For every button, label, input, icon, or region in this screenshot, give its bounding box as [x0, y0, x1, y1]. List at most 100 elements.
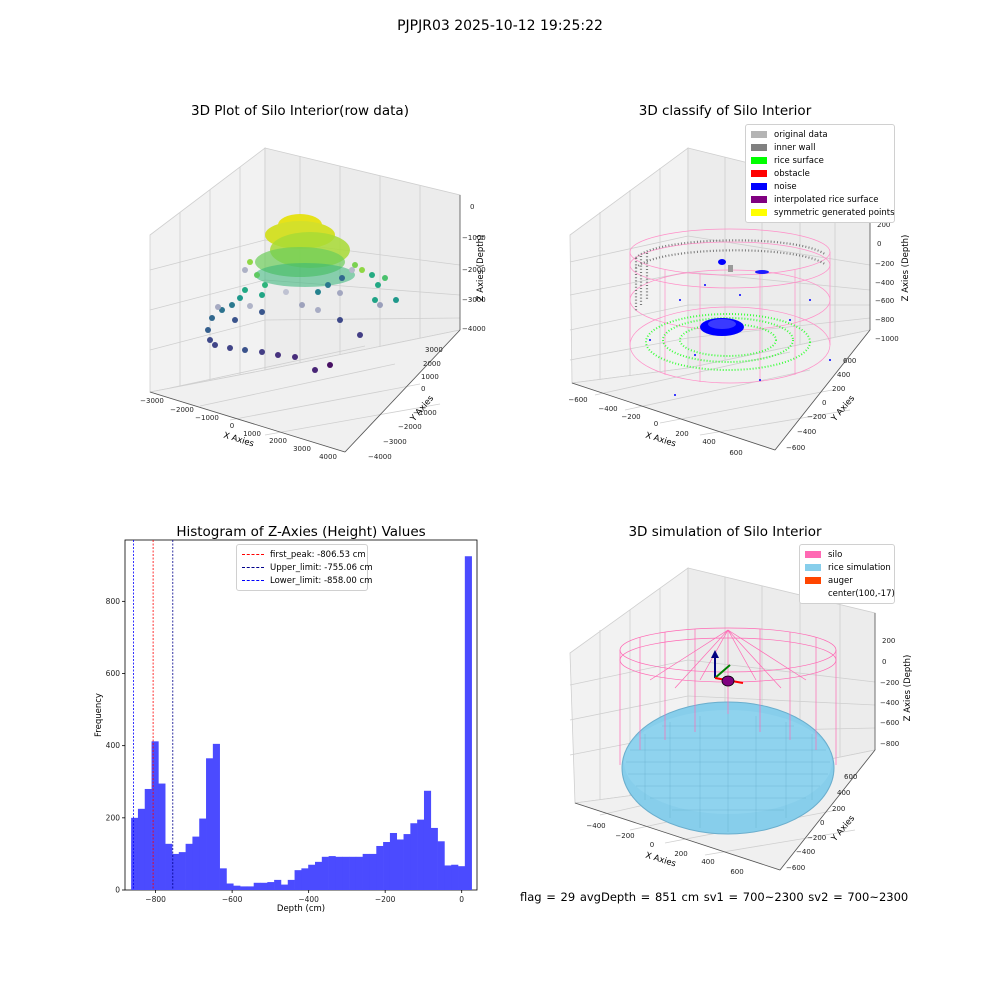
tick-label: 200 [675, 430, 688, 438]
legend-item: inner wall [751, 141, 889, 154]
histogram-bar [458, 866, 466, 890]
panel2-3d-plot: −600 −400 −200 0 200 400 600 −600 −400 −… [568, 147, 911, 457]
histogram-bar [451, 864, 459, 890]
histogram-bar [355, 856, 363, 890]
histogram-bar [274, 879, 282, 890]
panel4-auger [711, 650, 744, 687]
tick-label: 0 [822, 399, 826, 407]
tick-label: −2000 [398, 423, 422, 431]
panel4-title: 3D simulation of Silo Interior [628, 524, 822, 540]
legend-label: original data [774, 129, 828, 140]
tick-label: −1000 [195, 414, 219, 422]
panel4-tick-labels: −400 −200 0 200 400 600 −600 −400 −200 0… [586, 637, 899, 876]
tick-label: 2000 [423, 360, 441, 368]
histogram-bar [233, 885, 241, 890]
histogram-bar [226, 883, 234, 890]
legend-line [242, 554, 264, 555]
tick-label: −400 [796, 848, 815, 856]
tick-label: 200 [882, 637, 895, 645]
histogram-bar [430, 827, 438, 890]
histogram-bar [240, 886, 248, 890]
histogram-bar [212, 743, 220, 890]
tick-label: 200 [877, 221, 890, 229]
x-tick-label: −400 [298, 895, 319, 904]
panel4-rice-simulation [621, 701, 835, 835]
tick-label: −600 [875, 297, 894, 305]
histogram-bar [369, 853, 377, 890]
histogram-bar [158, 783, 166, 890]
panel4-silo-wireframe [619, 627, 837, 765]
legend-label: rice surface [774, 155, 824, 166]
tick-label: 3000 [425, 346, 443, 354]
tick-label: −400 [880, 699, 899, 707]
tick-label: −4000 [462, 325, 486, 333]
y-tick-label: 400 [106, 741, 121, 750]
histogram-bar [171, 853, 180, 890]
histogram-bar [178, 852, 186, 890]
tick-label: 200 [832, 805, 845, 813]
panel2-zlabel: Z Axies (Depth) [901, 235, 911, 302]
legend-item: auger [805, 574, 889, 587]
histogram-bar [383, 842, 391, 890]
x-tick-label: −200 [375, 895, 396, 904]
histogram-bar [335, 856, 343, 890]
histogram-bar [287, 879, 295, 890]
legend-swatch [751, 131, 767, 138]
legend-item: original data [751, 128, 889, 141]
tick-label: −200 [621, 413, 640, 421]
legend-swatch [805, 551, 821, 558]
histogram-bar [321, 856, 329, 890]
tick-label: 1000 [421, 373, 439, 381]
legend-item: rice surface [751, 154, 889, 167]
tick-label: −200 [875, 260, 894, 268]
legend-label: interpolated rice surface [774, 194, 879, 205]
figure-suptitle: PJPJR03 2025-10-12 19:25:22 [397, 18, 603, 34]
tick-label: 0 [470, 203, 474, 211]
tick-label: −600 [568, 396, 587, 404]
tick-label: 400 [837, 371, 850, 379]
histogram-y-ticks: 0 200 400 600 800 [106, 597, 125, 895]
tick-label: −1000 [462, 234, 486, 242]
legend-line [242, 567, 264, 568]
histogram-bar [144, 788, 152, 890]
panel2-inner-wall [634, 239, 827, 312]
histogram-chart: −800 −600 −400 −200 0 0 200 400 600 800 Depth (c… [94, 539, 478, 914]
tick-label: −3000 [462, 296, 486, 304]
histogram-bar [267, 882, 275, 890]
legend-label: obstacle [774, 168, 810, 179]
panel1-tick-labels: −3000 −2000 −1000 0 1000 2000 3000 4000 … [140, 203, 486, 461]
histogram-bar [253, 882, 261, 890]
panel2-noise [649, 259, 831, 396]
tick-label: −400 [586, 822, 605, 830]
legend-swatch [751, 183, 767, 190]
legend-item: interpolated rice surface [751, 193, 889, 206]
tick-label: −800 [875, 316, 894, 324]
histogram-bar [165, 843, 173, 890]
tick-label: −200 [807, 413, 826, 421]
legend-label: rice simulation [828, 562, 891, 573]
legend-label: first_peak: -806.53 cm [270, 549, 366, 560]
histogram-bar [206, 758, 214, 890]
legend-label: center(100,-17) [828, 588, 895, 599]
x-tick-label: −600 [222, 895, 243, 904]
panel2-legend: original data inner wall rice surface ob… [745, 124, 895, 223]
tick-label: 4000 [319, 453, 337, 461]
tick-label: 600 [844, 773, 857, 781]
histogram-bar [246, 886, 255, 890]
histogram-bar [362, 853, 370, 890]
legend-item: obstacle [751, 167, 889, 180]
tick-label: −400 [875, 279, 894, 287]
histogram-legend: first_peak: -806.53 cm Upper_limit: -755… [236, 544, 373, 591]
legend-swatch [805, 590, 821, 597]
legend-label: Lower_limit: -858.00 cm [270, 575, 373, 586]
panel1-title: 3D Plot of Silo Interior(row data) [191, 103, 409, 119]
panel4-xlabel: X Axies [644, 851, 677, 870]
histogram-bars [131, 556, 472, 890]
tick-label: −1000 [875, 335, 899, 343]
tick-label: −400 [797, 428, 816, 436]
panel4-ylabel: Y Axies [829, 813, 857, 844]
status-readout: flag = 29 avgDepth = 851 cm sv1 = 700~23… [520, 890, 909, 904]
tick-label: −600 [786, 864, 805, 872]
legend-label: noise [774, 181, 797, 192]
legend-swatch [751, 170, 767, 177]
